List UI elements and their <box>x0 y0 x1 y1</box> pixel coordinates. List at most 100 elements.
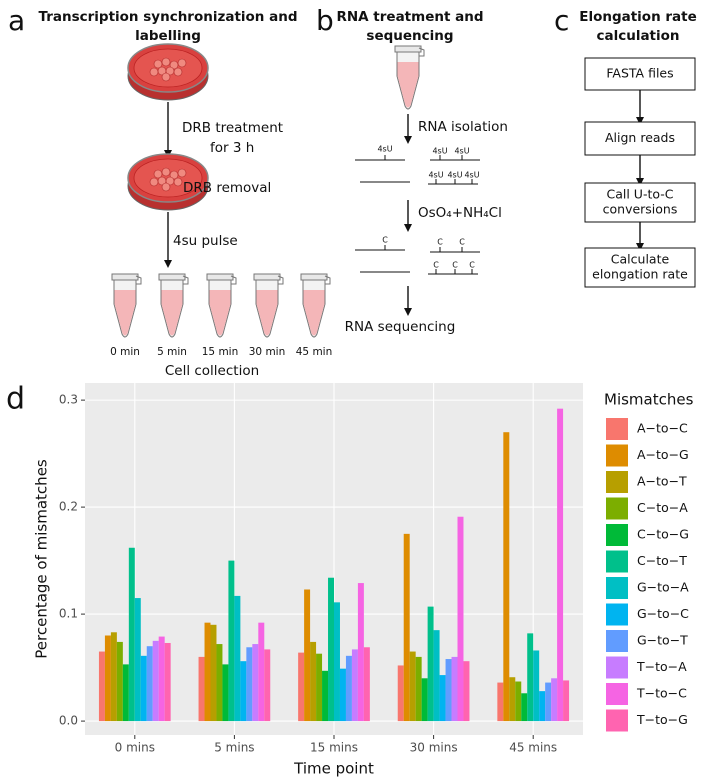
bar <box>445 659 452 722</box>
legend-label: T−to−A <box>636 659 687 674</box>
bar <box>316 653 323 722</box>
panel-letter: c <box>554 4 569 37</box>
bar <box>116 641 123 722</box>
bar <box>539 691 546 722</box>
bar <box>427 606 434 722</box>
bar <box>351 649 358 722</box>
legend-key <box>606 418 628 440</box>
bar <box>252 644 259 722</box>
panel-title: sequencing <box>366 28 453 44</box>
bar <box>240 661 247 722</box>
bar <box>409 651 416 722</box>
panel-letter: b <box>316 4 334 37</box>
legend-key <box>606 444 628 467</box>
bar <box>439 675 446 722</box>
panel-title: Elongation rate <box>579 9 697 25</box>
tube <box>253 273 284 338</box>
tube-label: 0 min <box>110 346 140 358</box>
panel-title: calculation <box>596 28 679 44</box>
bar <box>258 622 265 722</box>
flow-box-label: conversions <box>603 202 678 217</box>
legend-key <box>606 709 628 732</box>
step-label: RNA isolation <box>418 119 508 135</box>
tube-label: 45 min <box>296 346 333 358</box>
bar <box>134 598 141 722</box>
panel-title: labelling <box>135 28 201 44</box>
x-tick-label: 5 mins <box>214 741 254 755</box>
label-4su: 4sU <box>377 145 392 154</box>
bar <box>397 665 404 722</box>
x-tick-label: 30 mins <box>410 741 458 755</box>
rna-strands <box>355 155 480 275</box>
bar <box>198 656 205 722</box>
flow-box-label: FASTA files <box>606 66 673 81</box>
legend-label: G−to−C <box>637 606 689 621</box>
legend-label: A−to−C <box>637 421 688 436</box>
bar <box>304 589 311 722</box>
label-4su: 4sU <box>428 171 443 180</box>
label-c: C <box>437 238 443 247</box>
legend-key <box>606 471 628 493</box>
legend-label: C−to−G <box>637 527 689 542</box>
bar <box>98 651 105 722</box>
panel-letter: a <box>8 4 25 37</box>
legend-title: Mismatches <box>604 391 694 409</box>
flow-box-label: Calculate <box>611 252 670 267</box>
bar <box>146 646 153 722</box>
bar <box>310 641 317 722</box>
legend-key <box>606 630 628 652</box>
legend-key <box>606 656 628 679</box>
panel-title: RNA treatment and <box>336 9 483 25</box>
bar <box>557 408 564 722</box>
bar <box>503 432 510 722</box>
legend-label: T−to−C <box>636 686 687 701</box>
bar <box>457 516 464 722</box>
bar <box>463 661 470 722</box>
step-label: for 3 h <box>210 140 254 156</box>
bar <box>533 650 540 722</box>
label-4su: 4sU <box>447 171 462 180</box>
bar <box>563 680 570 722</box>
legend-key <box>606 497 628 520</box>
bar <box>264 649 271 722</box>
y-axis-title: Percentage of mismatches <box>33 459 51 659</box>
bar <box>339 668 346 722</box>
legend-label: C−to−T <box>637 553 687 568</box>
tube <box>158 273 189 338</box>
step-label: RNA sequencing <box>345 319 456 335</box>
tube-row: 0 min 5 min 15 min 30 min 45 min <box>110 273 333 358</box>
petri-dish <box>127 43 209 101</box>
flow-box <box>584 182 696 223</box>
bar <box>497 682 504 722</box>
bar <box>210 624 217 722</box>
panel-title: Transcription synchronization and <box>38 9 297 25</box>
chart: d Percentage of mismatches Time point Mi… <box>6 382 694 778</box>
bar <box>403 533 410 722</box>
bar <box>322 670 329 722</box>
step-label: 4su pulse <box>173 233 238 249</box>
bar <box>234 595 241 722</box>
panel-letter: d <box>6 382 25 417</box>
legend-key <box>606 603 628 626</box>
label-c: C <box>433 261 439 270</box>
y-tick-label: 0.2 <box>59 500 78 514</box>
label-4su: 4sU <box>454 147 469 156</box>
bar <box>140 655 147 722</box>
tube <box>206 273 237 338</box>
bar <box>345 655 352 722</box>
bar <box>451 656 458 722</box>
bar <box>515 681 522 722</box>
label-c: C <box>382 236 388 245</box>
y-tick-label: 0.3 <box>59 393 78 407</box>
step-label: OsO₄+NH₄Cl <box>418 205 502 221</box>
bar <box>204 622 211 722</box>
bar <box>228 560 235 722</box>
legend-label: G−to−T <box>637 633 688 648</box>
flow-box <box>584 57 696 91</box>
legend-key <box>606 683 628 705</box>
tube-label: 30 min <box>249 346 286 358</box>
legend-label: G−to−A <box>637 580 689 595</box>
legend-key <box>606 577 628 599</box>
legend-key <box>606 524 628 546</box>
